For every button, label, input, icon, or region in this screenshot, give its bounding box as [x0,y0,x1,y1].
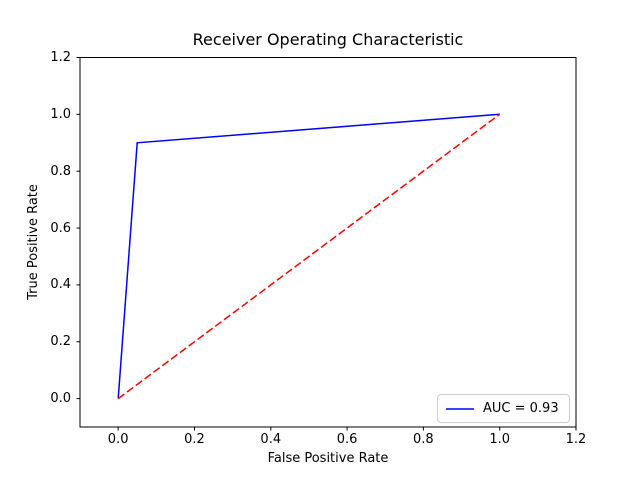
x-tick-label: 1.2 [565,432,587,447]
chance-diagonal-line [117,113,501,400]
legend-line-sample-icon [446,407,474,410]
chart-title: Receiver Operating Characteristic [192,30,464,49]
x-tick-label: 0.2 [184,432,205,447]
y-tick-label: 0.0 [50,391,71,407]
x-tick-label: 0.0 [107,432,129,447]
x-axis-label: False Positive Rate [267,451,389,466]
y-tick-label: 1.0 [50,106,71,122]
y-tick-label: 0.6 [50,220,71,236]
y-tick-label: 1.2 [50,50,71,65]
x-tick-label: 0.4 [260,432,282,447]
y-tick-label: 0.2 [50,334,71,350]
y-tick-label: 0.8 [50,163,71,179]
y-tick-label: 0.4 [50,277,71,293]
x-tick-label: 0.6 [336,432,358,447]
legend-label: AUC = 0.93 [483,401,559,416]
legend: AUC = 0.93 [437,394,570,423]
x-tick-label: 0.8 [413,432,434,447]
roc-curve-line [117,113,500,399]
x-tick-label: 1.0 [489,432,511,447]
